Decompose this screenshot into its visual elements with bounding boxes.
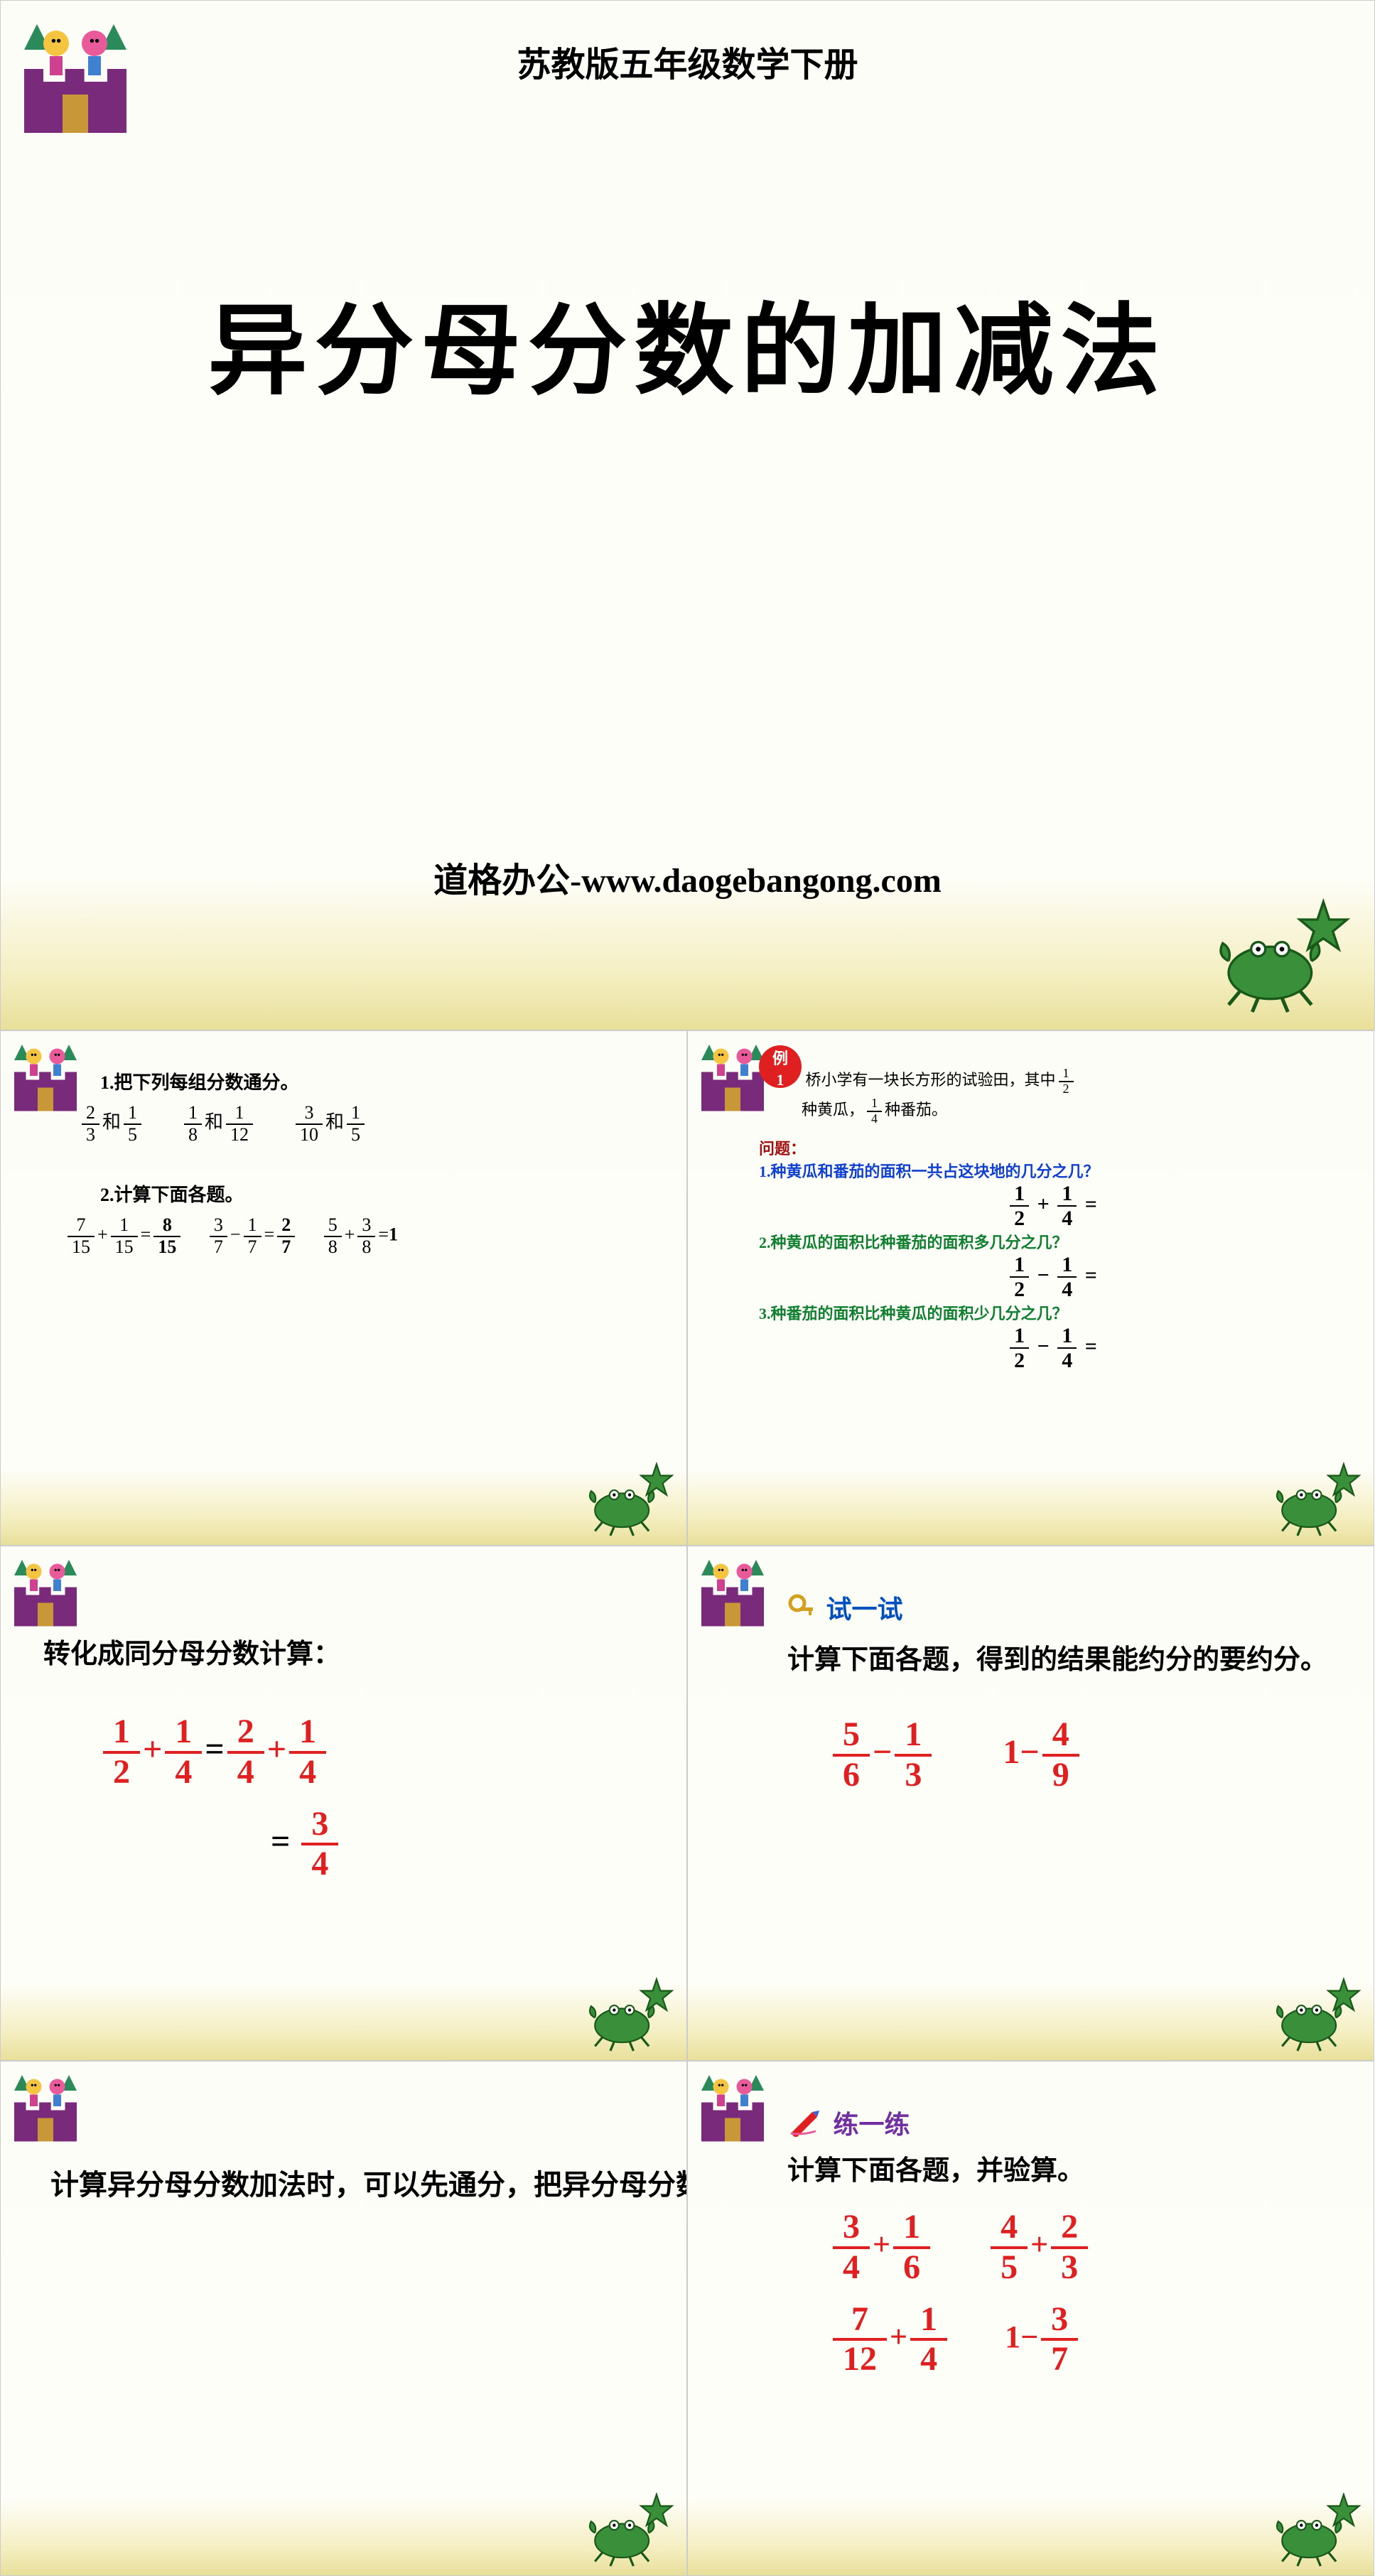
slide-warmup: 1.把下列每组分数通分。 23和15 18和112 310和15 2.计算下面各… [0, 1030, 687, 1546]
p3: 3.种番茄的面积比种黄瓜的面积少几分之几？ [759, 1301, 1345, 1324]
q2-eqs: 715+115=815 37−17=27 58+38=1 [65, 1215, 658, 1257]
practice-row2: 712+14 1−37 [830, 2301, 1345, 2379]
crab-star-icon [1271, 1975, 1363, 2053]
castle-kids-icon [694, 1552, 772, 1630]
practice-header: 练一练 [787, 2104, 1345, 2141]
try-title: 试一试 [826, 1589, 903, 1626]
title-slide: 苏教版五年级数学下册 异分母分数的加减法 道格办公-www.daogebango… [0, 0, 1375, 1030]
slide-example1: 例1 桥小学有一块长方形的试验田，其中12 种黄瓜，14种番茄。 问题： 1.种… [687, 1030, 1374, 1546]
q1-label: 1.把下列每组分数通分。 [100, 1068, 658, 1094]
castle-kids-icon [6, 2067, 85, 2145]
practice-row1: 34+16 45+23 [830, 2209, 1345, 2287]
crab-star-icon [1211, 895, 1353, 1015]
castle-kids-icon [6, 1552, 85, 1630]
castle-kids-icon [6, 1037, 85, 1115]
p1: 1.种黄瓜和番茄的面积一共占这块地的几分之几？ [759, 1159, 1345, 1182]
eq1: 12 + 14 = [759, 1182, 1345, 1230]
slide-try: 试一试 计算下面各题，得到的结果能约分的要约分。 56−13 1−49 [687, 1546, 1374, 2061]
convert-eq1: 12+14=24+14 [100, 1713, 658, 1791]
slide-rule: 计算异分母分数加法时，可以先通分，把异分母分数转化为同分母分数，再根据同分母分数… [0, 2061, 687, 2576]
practice-title: 练一练 [834, 2104, 910, 2141]
convert-title: 转化成同分母分数计算： [43, 1632, 658, 1671]
page-title: 异分母分数的加减法 [1, 271, 1374, 414]
crab-star-icon [583, 1975, 676, 2053]
problem-label: 问题： [759, 1136, 1345, 1159]
footer-text: 道格办公-www.daogebangong.com [1, 852, 1374, 902]
pen-icon [787, 2108, 823, 2137]
eq3: 12 − 14 = [759, 1324, 1345, 1372]
crab-star-icon [1271, 2490, 1363, 2568]
rule-text: 计算异分母分数加法时，可以先通分，把异分母分数转化为同分母分数，再根据同分母分数… [50, 2161, 637, 2209]
p2: 2.种黄瓜的面积比种番茄的面积多几分之几？ [759, 1230, 1345, 1253]
key-icon [787, 1593, 816, 1622]
try-header: 试一试 [787, 1589, 1345, 1626]
crab-star-icon [583, 1460, 676, 1538]
slide-convert: 转化成同分母分数计算： 12+14=24+14 = 34 [0, 1546, 687, 2061]
try-instr: 计算下面各题，得到的结果能约分的要约分。 [787, 1640, 1345, 1681]
practice-instr: 计算下面各题，并验算。 [787, 2148, 1345, 2187]
try-eqs: 56−13 1−49 [830, 1716, 1345, 1794]
stem-text: 桥小学有一块长方形的试验田，其中12 种黄瓜，14种番茄。 [759, 1071, 1077, 1119]
q1-pairs: 23和15 18和112 310和15 [79, 1103, 658, 1145]
crab-star-icon [583, 2490, 676, 2568]
slide-practice: 练一练 计算下面各题，并验算。 34+16 45+23 712+14 1−37 [687, 2061, 1374, 2576]
convert-eq2: = 34 [271, 1806, 658, 1884]
crab-star-icon [1271, 1460, 1363, 1538]
subtitle: 苏教版五年级数学下册 [1, 36, 1374, 86]
q2-label: 2.计算下面各题。 [100, 1180, 658, 1207]
eq2: 12 − 14 = [759, 1253, 1345, 1301]
castle-kids-icon [11, 11, 139, 139]
example-badge: 例1 [759, 1045, 802, 1088]
castle-kids-icon [694, 2067, 772, 2145]
